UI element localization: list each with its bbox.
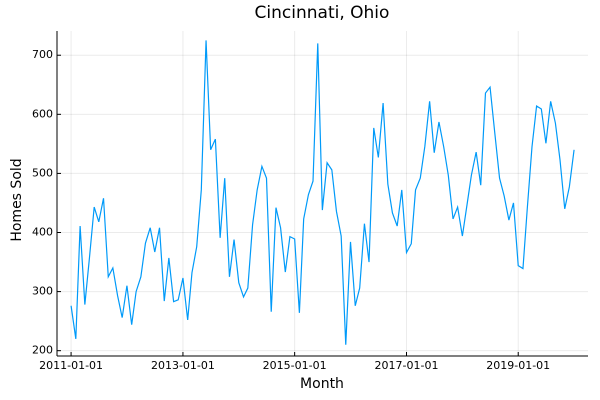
x-tick-label: 2019-01-01 — [486, 359, 550, 372]
data-line — [70, 40, 575, 345]
x-tick-label: 2015-01-01 — [263, 359, 327, 372]
y-axis-label: Homes Sold — [9, 158, 25, 241]
x-tick-label: 2011-01-01 — [39, 359, 103, 372]
chart-title: Cincinnati, Ohio — [255, 3, 390, 23]
x-tick-label: 2013-01-01 — [151, 359, 215, 372]
y-tick-label: 700 — [32, 48, 53, 61]
x-axis-label: Month — [300, 376, 344, 392]
y-tick-label: 600 — [32, 107, 53, 120]
x-tick-label: 2017-01-01 — [375, 359, 439, 372]
y-tick-label: 300 — [32, 285, 53, 298]
y-tick-label: 500 — [32, 166, 53, 179]
y-tick-label: 200 — [32, 344, 53, 357]
y-tick-label: 400 — [32, 226, 53, 239]
